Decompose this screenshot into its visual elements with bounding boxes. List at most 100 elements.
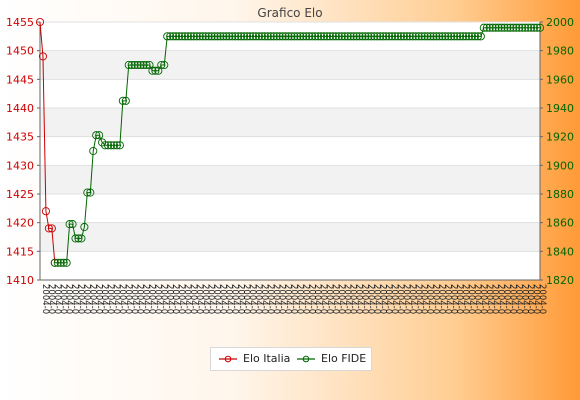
left-tick-label: 1435 bbox=[6, 131, 34, 144]
x-tick-label: 2004-0 bbox=[448, 284, 458, 314]
data-point bbox=[379, 32, 388, 41]
x-tick-label: 2004-0 bbox=[330, 284, 340, 314]
x-tick-label: 2004-0 bbox=[324, 284, 334, 314]
data-point bbox=[121, 96, 130, 105]
x-tick-label: 2004-0 bbox=[87, 284, 97, 314]
data-point bbox=[494, 23, 503, 32]
data-point bbox=[346, 32, 355, 41]
data-point bbox=[139, 60, 148, 70]
data-point bbox=[35, 17, 45, 27]
tick-labels: 1410 1415 1420 1425 1430 1435 1440 1445 1450 1455… bbox=[6, 16, 574, 287]
data-point bbox=[518, 23, 527, 32]
data-point bbox=[532, 23, 542, 32]
right-tick-label: 1900 bbox=[546, 159, 574, 172]
x-tick-label: 2004-0 bbox=[253, 284, 263, 314]
right-tick-label: 1820 bbox=[546, 274, 574, 287]
x-tick-label: 2004-0 bbox=[176, 284, 186, 314]
data-point bbox=[86, 188, 95, 197]
data-point bbox=[41, 207, 50, 216]
data-point bbox=[488, 23, 497, 32]
x-tick-label: 2004-0 bbox=[105, 284, 115, 314]
x-tick-label: 2004-0 bbox=[277, 284, 287, 314]
data-point bbox=[485, 23, 494, 32]
data-point bbox=[414, 32, 423, 41]
data-point bbox=[420, 32, 429, 41]
x-tick-label: 2004-0 bbox=[442, 284, 452, 314]
data-point bbox=[447, 32, 456, 41]
data-point bbox=[263, 32, 272, 41]
axes bbox=[39, 22, 541, 281]
data-point bbox=[503, 23, 512, 32]
data-point bbox=[352, 32, 361, 41]
data-point bbox=[325, 32, 334, 41]
data-point bbox=[467, 32, 477, 41]
data-point bbox=[432, 32, 441, 41]
data-point bbox=[509, 23, 518, 32]
x-tick-label: 2004-0 bbox=[294, 284, 304, 314]
left-tick-label: 1420 bbox=[6, 217, 34, 230]
data-point bbox=[290, 32, 299, 41]
data-point bbox=[506, 23, 515, 32]
x-tick-label: 2004-0 bbox=[419, 284, 429, 314]
data-point bbox=[169, 32, 178, 41]
data-point bbox=[530, 23, 539, 32]
data-point bbox=[246, 32, 255, 41]
data-point bbox=[473, 32, 482, 41]
data-point bbox=[210, 32, 219, 41]
data-point bbox=[334, 32, 343, 41]
data-point bbox=[251, 32, 261, 41]
data-point bbox=[314, 32, 323, 41]
x-tick-label: 2004-0 bbox=[265, 284, 275, 314]
series-elo-italia bbox=[35, 17, 59, 267]
data-point bbox=[216, 32, 225, 41]
x-tick-label: 2004-0 bbox=[401, 284, 411, 314]
band bbox=[40, 222, 540, 252]
data-point bbox=[174, 32, 184, 41]
data-point bbox=[266, 32, 275, 41]
x-tick-label: 2004-0 bbox=[194, 284, 204, 314]
data-point bbox=[476, 32, 485, 41]
data-point bbox=[163, 32, 172, 41]
x-tick-label: 2004-0 bbox=[407, 284, 417, 314]
data-point bbox=[101, 141, 110, 150]
legend: Elo Italia Elo FIDE bbox=[210, 347, 372, 371]
x-tick-label: 2004-0 bbox=[117, 284, 127, 314]
right-tick-label: 1920 bbox=[546, 131, 574, 144]
x-tick-label: 2004-0 bbox=[241, 284, 251, 314]
data-point bbox=[89, 146, 98, 156]
right-tick-label: 1880 bbox=[546, 188, 574, 201]
x-tick-label: 2004-0 bbox=[64, 284, 74, 314]
data-point bbox=[441, 32, 450, 41]
data-point bbox=[95, 131, 104, 140]
chart-title: Grafico Elo bbox=[257, 6, 322, 20]
data-point bbox=[390, 32, 400, 41]
data-point bbox=[491, 23, 500, 32]
x-tick-label: 2004-0 bbox=[70, 284, 80, 314]
data-point bbox=[275, 32, 284, 41]
x-tick-label: 2004-0 bbox=[502, 284, 512, 314]
x-tick-label: 2004-0 bbox=[46, 284, 56, 314]
x-tick-label: 2004-0 bbox=[312, 284, 322, 314]
data-point bbox=[524, 23, 533, 32]
x-tick-label: 2004-0 bbox=[182, 284, 192, 314]
x-tick-label: 2004-0 bbox=[223, 284, 233, 314]
data-point bbox=[417, 32, 426, 41]
right-tick-label: 2000 bbox=[546, 16, 574, 29]
data-point bbox=[222, 32, 231, 41]
data-point bbox=[521, 23, 530, 32]
x-tick-label: 2004-0 bbox=[460, 284, 470, 314]
x-tick-label: 2004-0 bbox=[229, 284, 239, 314]
x-tick-label: 2004-0 bbox=[360, 284, 370, 314]
data-point bbox=[278, 32, 287, 41]
data-point bbox=[305, 32, 314, 41]
data-point bbox=[358, 32, 367, 41]
data-point bbox=[405, 32, 414, 41]
data-point bbox=[322, 32, 332, 41]
left-tick-label: 1450 bbox=[6, 45, 34, 58]
data-point bbox=[65, 220, 74, 229]
x-tick-label: 2004-0 bbox=[306, 284, 316, 314]
green-line-marker-icon bbox=[297, 355, 315, 362]
left-tick-label: 1445 bbox=[6, 73, 34, 86]
x-tick-label: 2004-0 bbox=[170, 284, 180, 314]
x-tick-label: 2004-0 bbox=[389, 284, 399, 314]
